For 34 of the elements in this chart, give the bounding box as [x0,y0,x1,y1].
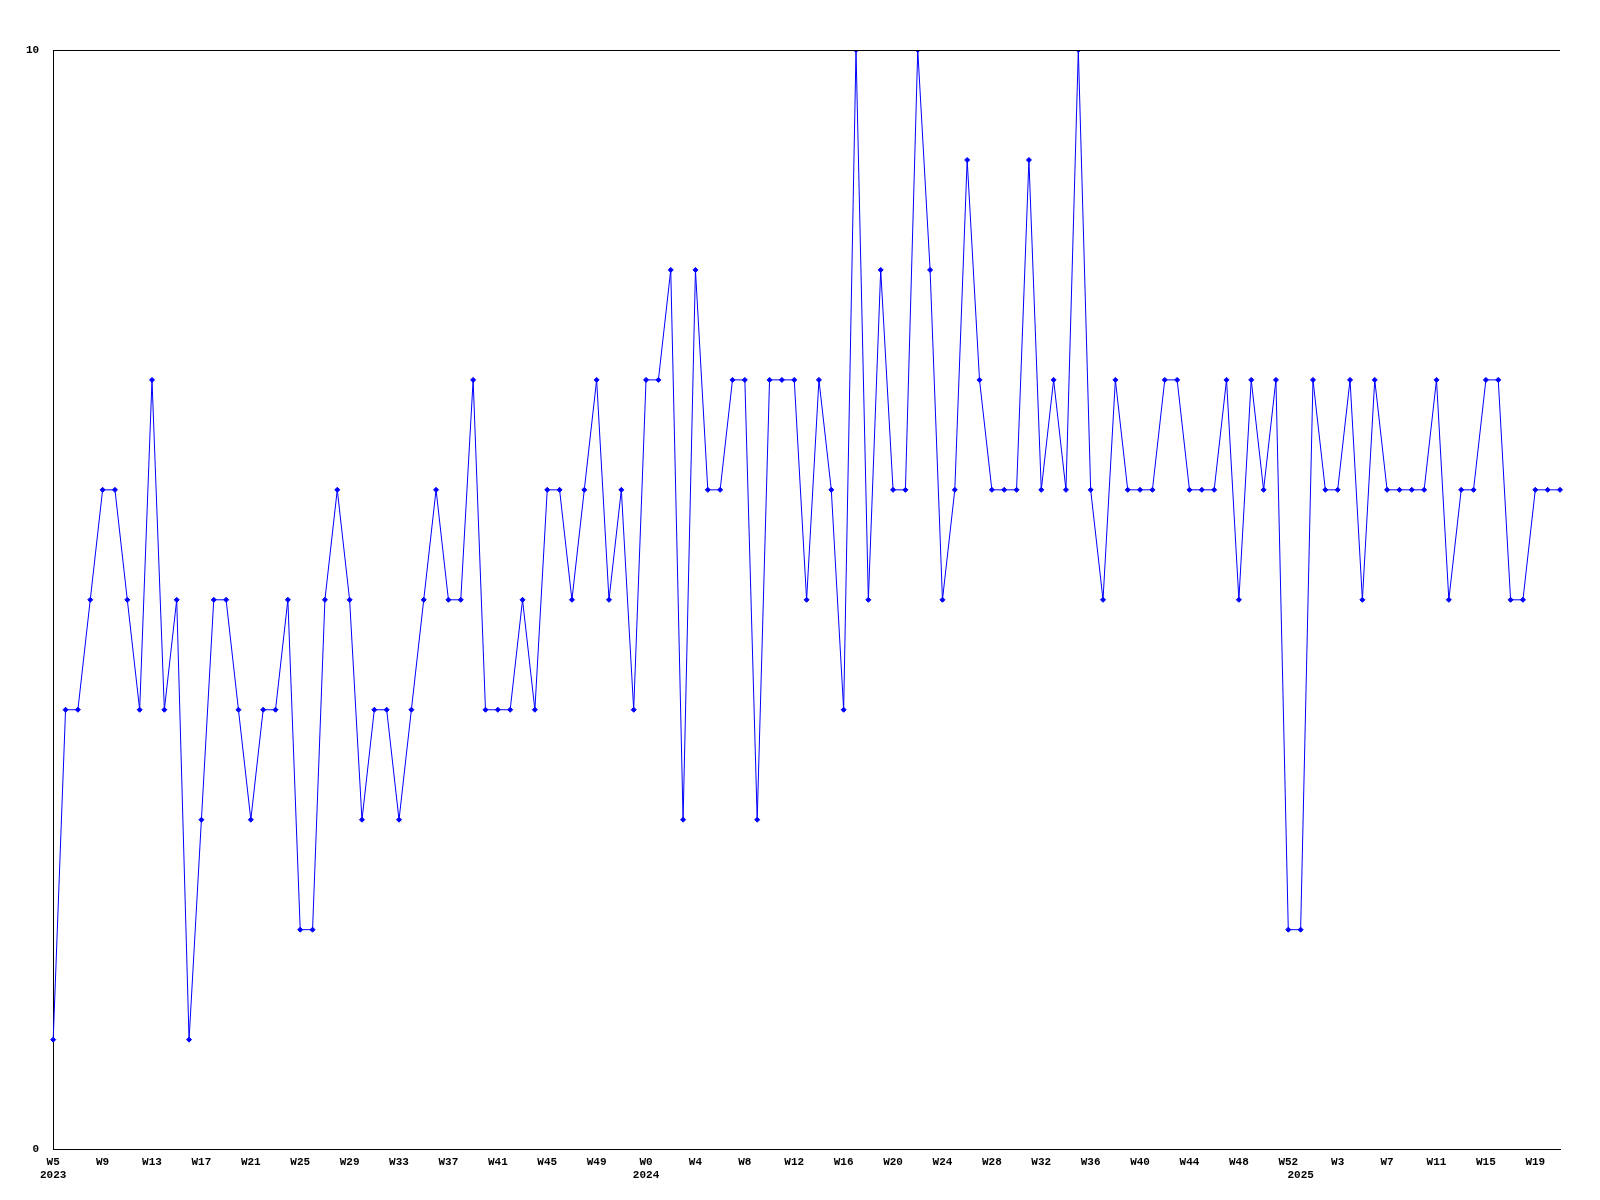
x-tick-label: W28 [981,1155,1003,1168]
x-tick-label: W8 [738,1155,752,1168]
x-tick-label: W44 [1179,1155,1200,1168]
x-tick-label: W29 [339,1155,360,1168]
x-tick-label: W40 [1130,1155,1150,1168]
x-tick-label: W25 [290,1155,311,1168]
x-tick-label: W36 [1080,1155,1101,1168]
x-tick-label: W3 [1331,1155,1345,1168]
x-tick-label: W17 [191,1155,212,1168]
x-tick-label: W33 [389,1155,410,1168]
x-tick-label: W12 [784,1155,805,1168]
x-tick-label: W15 [1475,1155,1497,1168]
x-tick-label: W0 2024 [632,1155,660,1182]
x-tick-label: W37 [438,1155,459,1168]
x-tick-label: W32 [1031,1155,1052,1168]
x-tick-label: W49 [586,1155,607,1168]
x-tick-label: W20 [883,1155,903,1168]
x-tick-label: W4 [688,1155,703,1168]
x-tick-label: W16 [833,1155,854,1168]
x-tick-label: W5 2023 [40,1155,67,1182]
x-tick-label: W7 [1380,1155,1394,1168]
x-tick-label: W9 [96,1155,110,1168]
x-tick-label: W13 [142,1155,163,1168]
x-tick-label: W48 [1228,1155,1250,1168]
x-tick-label: W24 [932,1155,953,1168]
x-tick-label: W21 [240,1155,262,1168]
x-tick-label: W11 [1426,1155,1447,1168]
x-tick-label: W45 [537,1155,558,1168]
x-tick-label: W19 [1525,1155,1546,1168]
x-tick-label: W52 [1278,1155,1299,1168]
y-tick-label: 0 [32,1143,40,1156]
x-tick-label: W41 [487,1155,509,1168]
y-tick-label: 10 [26,43,40,56]
x-tick-label: 2025 [1287,1169,1315,1182]
